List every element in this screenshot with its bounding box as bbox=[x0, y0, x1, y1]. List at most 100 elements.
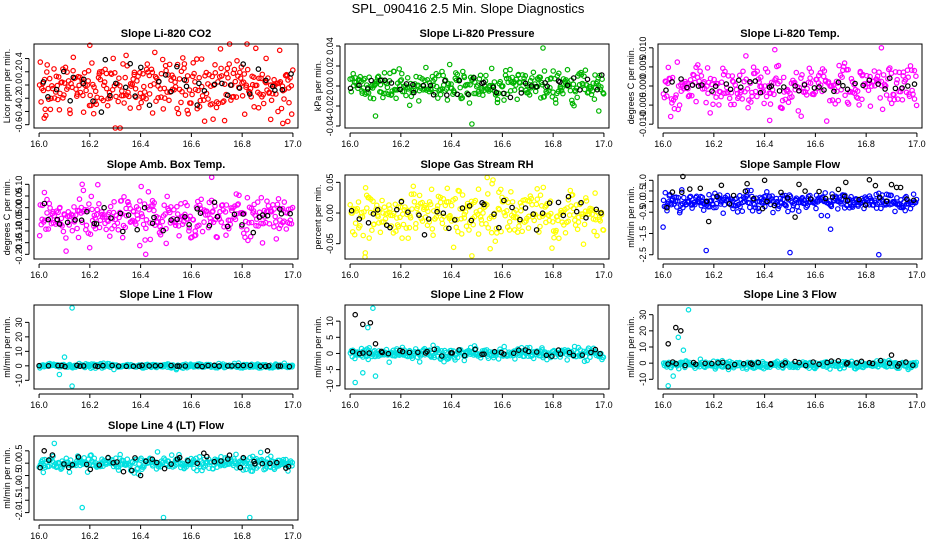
data-point bbox=[574, 226, 581, 233]
data-point bbox=[111, 199, 117, 205]
figure-title: SPL_090416 2.5 Min. Slope Diagnostics bbox=[352, 1, 585, 16]
data-point bbox=[381, 70, 388, 76]
data-point bbox=[412, 225, 419, 231]
data-point bbox=[472, 197, 479, 204]
data-point bbox=[714, 193, 720, 200]
data-point bbox=[40, 469, 47, 476]
data-point bbox=[564, 82, 571, 89]
data-point bbox=[445, 81, 452, 87]
data-point bbox=[491, 211, 497, 218]
data-point bbox=[47, 205, 53, 211]
data-point bbox=[354, 205, 361, 212]
data-point bbox=[541, 68, 548, 74]
data-point bbox=[159, 218, 166, 225]
data-point bbox=[730, 192, 737, 199]
data-point bbox=[356, 82, 362, 89]
data-point bbox=[455, 228, 461, 235]
data-point bbox=[244, 194, 251, 201]
data-point bbox=[879, 106, 886, 113]
data-point bbox=[256, 75, 262, 82]
data-point bbox=[212, 70, 219, 76]
data-point bbox=[841, 60, 848, 66]
data-point bbox=[365, 356, 372, 363]
data-point bbox=[178, 99, 184, 106]
data-point bbox=[397, 214, 403, 221]
data-point bbox=[379, 349, 386, 356]
data-point bbox=[387, 224, 393, 231]
data-point bbox=[86, 244, 93, 251]
data-point bbox=[798, 75, 804, 81]
data-point bbox=[509, 74, 516, 81]
data-point bbox=[83, 461, 90, 468]
data-point bbox=[239, 93, 246, 99]
data-point bbox=[897, 184, 904, 191]
data-point bbox=[247, 514, 253, 521]
data-point bbox=[835, 97, 842, 104]
data-point bbox=[899, 85, 905, 91]
y-tick-label: 0.02 bbox=[325, 57, 335, 75]
series-averages bbox=[37, 447, 292, 479]
data-point bbox=[853, 196, 859, 202]
data-point bbox=[284, 118, 291, 125]
x-tick-label: 16.6 bbox=[807, 400, 825, 410]
data-point bbox=[910, 191, 917, 198]
data-point bbox=[61, 92, 67, 98]
data-point bbox=[131, 69, 138, 76]
data-point bbox=[36, 232, 43, 239]
data-point bbox=[46, 75, 53, 82]
data-point bbox=[370, 211, 377, 217]
data-point bbox=[393, 215, 400, 221]
x-tick-label: 16.4 bbox=[756, 139, 774, 149]
data-point bbox=[795, 208, 802, 215]
data-point bbox=[454, 354, 461, 361]
data-point bbox=[80, 363, 87, 369]
data-point bbox=[172, 222, 179, 229]
data-point bbox=[211, 199, 218, 206]
data-point bbox=[60, 68, 67, 75]
data-point bbox=[913, 196, 920, 203]
data-point bbox=[552, 100, 559, 106]
data-point bbox=[162, 211, 168, 217]
data-point bbox=[174, 211, 181, 217]
data-point bbox=[823, 118, 830, 124]
data-point bbox=[448, 202, 455, 209]
data-point bbox=[589, 88, 596, 94]
data-point bbox=[277, 363, 284, 369]
data-point bbox=[533, 201, 540, 208]
data-point bbox=[789, 207, 796, 213]
data-point bbox=[147, 220, 153, 226]
data-point bbox=[83, 222, 90, 229]
data-point bbox=[396, 66, 403, 72]
data-point bbox=[400, 221, 407, 228]
x-tick-label: 16.2 bbox=[81, 400, 99, 410]
data-point bbox=[152, 362, 159, 369]
data-point bbox=[141, 201, 148, 207]
data-point bbox=[548, 75, 554, 81]
y-tick-label: 0.00 bbox=[325, 77, 335, 95]
data-point bbox=[182, 92, 189, 99]
data-point bbox=[59, 79, 65, 85]
y-axis: -10 0 10 20 30 bbox=[638, 310, 654, 386]
data-point bbox=[592, 346, 599, 353]
data-point bbox=[386, 359, 393, 366]
data-point bbox=[835, 357, 842, 364]
data-point bbox=[481, 201, 487, 208]
data-point bbox=[600, 354, 607, 361]
y-tick-label: -0.5 bbox=[638, 204, 648, 220]
data-point bbox=[539, 210, 546, 217]
data-point bbox=[579, 352, 586, 358]
data-point bbox=[251, 104, 257, 110]
data-point bbox=[206, 222, 213, 229]
data-point bbox=[161, 202, 168, 209]
data-point bbox=[527, 77, 534, 84]
data-point bbox=[454, 71, 461, 78]
data-point bbox=[543, 352, 550, 359]
y-tick-label: 0 bbox=[14, 363, 24, 368]
data-point bbox=[237, 75, 244, 81]
data-point bbox=[405, 235, 412, 242]
x-tick-label: 16.2 bbox=[705, 270, 723, 280]
data-point bbox=[698, 73, 705, 79]
data-point bbox=[138, 64, 144, 71]
data-point bbox=[754, 68, 761, 75]
